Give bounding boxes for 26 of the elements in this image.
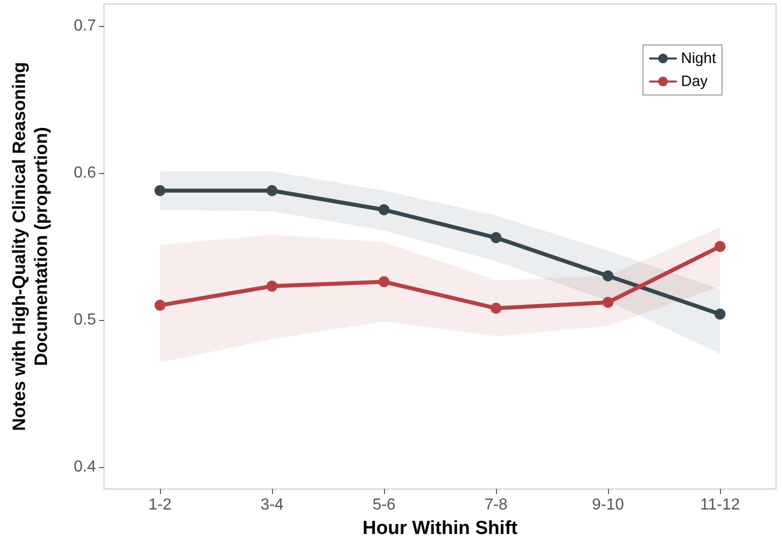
point [266, 280, 278, 292]
point [378, 204, 390, 216]
x-tick-label: 1-2 [148, 496, 172, 514]
point [378, 276, 390, 288]
point [490, 232, 502, 244]
point [602, 296, 614, 308]
legend-label: Night [680, 50, 717, 67]
y-tick-label: 0.6 [74, 164, 96, 182]
x-tick-label: 3-4 [260, 496, 284, 514]
point [154, 300, 166, 311]
y-tick-label: 0.5 [74, 311, 96, 328]
x-axis-title: Hour Within Shift [362, 518, 518, 539]
point [154, 185, 166, 196]
point [714, 241, 726, 252]
y-tick-label: 0.7 [74, 18, 96, 35]
legend-label: Day [680, 73, 708, 90]
x-tick-label: 9-10 [592, 496, 624, 514]
x-tick-label: 5-6 [372, 496, 396, 514]
y-axis-title: Notes with High-Quality Clinical Reasoning Documentation (proportion) [9, 62, 51, 432]
point [602, 270, 614, 282]
point [714, 308, 726, 320]
y-tick-label: 0.4 [74, 458, 96, 476]
point [266, 185, 278, 196]
point [490, 302, 502, 314]
x-tick-label: 11-12 [700, 496, 740, 514]
x-tick-label: 7-8 [484, 496, 508, 514]
